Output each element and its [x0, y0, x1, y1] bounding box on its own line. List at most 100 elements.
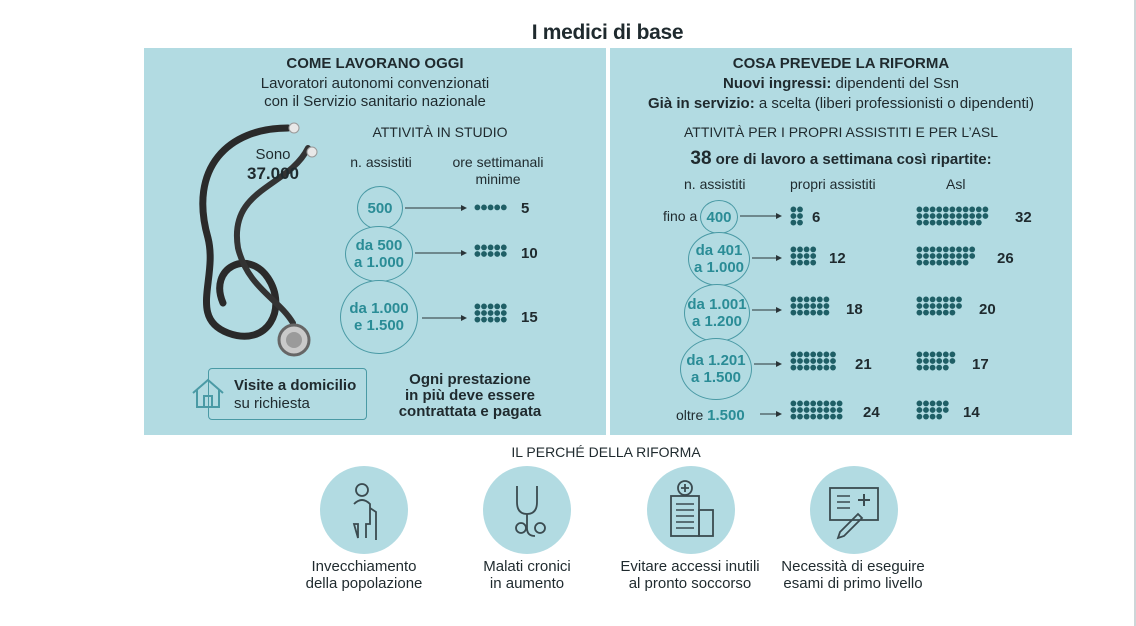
reason-line-1: Malati cronici [483, 558, 571, 575]
hour-dot [494, 303, 501, 310]
asl-dots-row-1 [916, 206, 991, 228]
hour-dot [803, 364, 810, 371]
hour-dot [836, 400, 843, 407]
hour-dot [949, 213, 956, 219]
hour-dot [942, 309, 949, 316]
reason-text-2: Malati cronici in aumento [453, 558, 601, 592]
hour-dot [803, 296, 810, 303]
hour-dot [830, 364, 836, 371]
hour-dot [929, 400, 936, 407]
left-hours-value-2: 10 [521, 245, 538, 262]
hour-dot [949, 303, 956, 309]
hour-dot [956, 213, 962, 219]
left-panel-subtitle-1: Lavoratori autonomi convenzionati [260, 75, 490, 92]
hour-dot [949, 206, 956, 213]
hour-dot [936, 358, 943, 364]
hour-dot [942, 296, 949, 303]
hour-dot [810, 351, 817, 358]
hour-dot [949, 259, 956, 266]
hours-dot-grid [474, 204, 507, 211]
hours-dot-grid [474, 244, 507, 257]
hour-dot [969, 246, 976, 253]
hour-dot [790, 407, 797, 413]
hour-dot [797, 407, 803, 413]
hour-dot [823, 303, 830, 309]
hour-dot [975, 213, 982, 219]
hour-dot [481, 303, 487, 310]
hour-dot [942, 206, 949, 213]
hour-dot [916, 219, 923, 226]
hour-dot [962, 206, 969, 213]
hour-dot [916, 364, 923, 371]
hour-dot [923, 246, 929, 253]
hour-dot [916, 296, 923, 303]
hour-dot [923, 407, 929, 413]
hour-dot [929, 206, 936, 213]
hour-dot [810, 413, 817, 420]
elderly-person-icon [352, 483, 377, 540]
hour-dot [816, 303, 823, 309]
hour-dot [956, 206, 962, 213]
hour-dot [962, 253, 969, 259]
hour-dot [816, 413, 823, 420]
hour-dot [956, 303, 962, 309]
right-band-400: 400 [700, 200, 738, 234]
hour-dot [500, 204, 507, 211]
arrow-head [461, 315, 467, 321]
reason-line-1: Necessità di eseguire [781, 558, 925, 575]
hour-dot [936, 407, 943, 413]
hour-dot [936, 303, 943, 309]
hour-dot [790, 413, 797, 420]
hour-dot [916, 358, 923, 364]
reasons-title: IL PERCHÉ DELLA RIFORMA [511, 444, 701, 460]
right-panel-line-1: Nuovi ingressi: dipendenti del Ssn [610, 75, 1072, 92]
hour-dot [923, 296, 929, 303]
hour-dot [494, 310, 501, 316]
hour-dot [982, 213, 989, 219]
hour-dot [923, 303, 929, 309]
asl-dots-row-3 [916, 296, 964, 318]
hour-dot [803, 413, 810, 420]
right-col-patients: n. assistiti [684, 176, 746, 192]
hour-dot [949, 358, 956, 364]
left-hours-value-3: 15 [521, 309, 538, 326]
hour-dot [942, 246, 949, 253]
asl-value-3: 20 [979, 301, 996, 318]
hour-dot [810, 407, 817, 413]
own-value-5: 24 [863, 404, 880, 421]
hour-dot [797, 246, 803, 253]
hour-dot [936, 246, 943, 253]
band-label-1: da 401 [695, 242, 743, 259]
hour-dot [816, 351, 823, 358]
hour-dot [810, 253, 817, 259]
hour-dot [916, 206, 923, 213]
hour-dot [803, 253, 810, 259]
arrow-head [776, 255, 782, 261]
reason-text-4: Necessità di eseguire esami di primo liv… [772, 558, 934, 592]
hours-dot-grid [916, 246, 976, 266]
hour-dot [929, 219, 936, 226]
hour-dot [923, 259, 929, 266]
reason-text-1: Invecchiamento della popolazione [290, 558, 438, 592]
hour-dot [790, 351, 797, 358]
hour-dot [797, 259, 803, 266]
hour-dot [923, 413, 929, 420]
hour-dot [474, 244, 481, 251]
hour-dot [936, 296, 943, 303]
own-value-4: 21 [855, 356, 872, 373]
hour-dot [790, 213, 797, 219]
hour-dot [942, 351, 949, 358]
hour-dot [790, 309, 797, 316]
reason-line-2: della popolazione [305, 575, 423, 592]
hour-dot [956, 219, 962, 226]
hour-dot [797, 206, 803, 213]
right-panel-line-2: Già in servizio: a scelta (liberi profes… [610, 95, 1072, 112]
hour-dot [916, 213, 923, 219]
right-band-prefix-1: fino a [663, 208, 698, 224]
hour-dot [790, 206, 797, 213]
hour-dot [916, 259, 923, 266]
hour-dot [923, 309, 929, 316]
left-hours-dots-row-2 [474, 244, 509, 259]
hour-dot [816, 407, 823, 413]
